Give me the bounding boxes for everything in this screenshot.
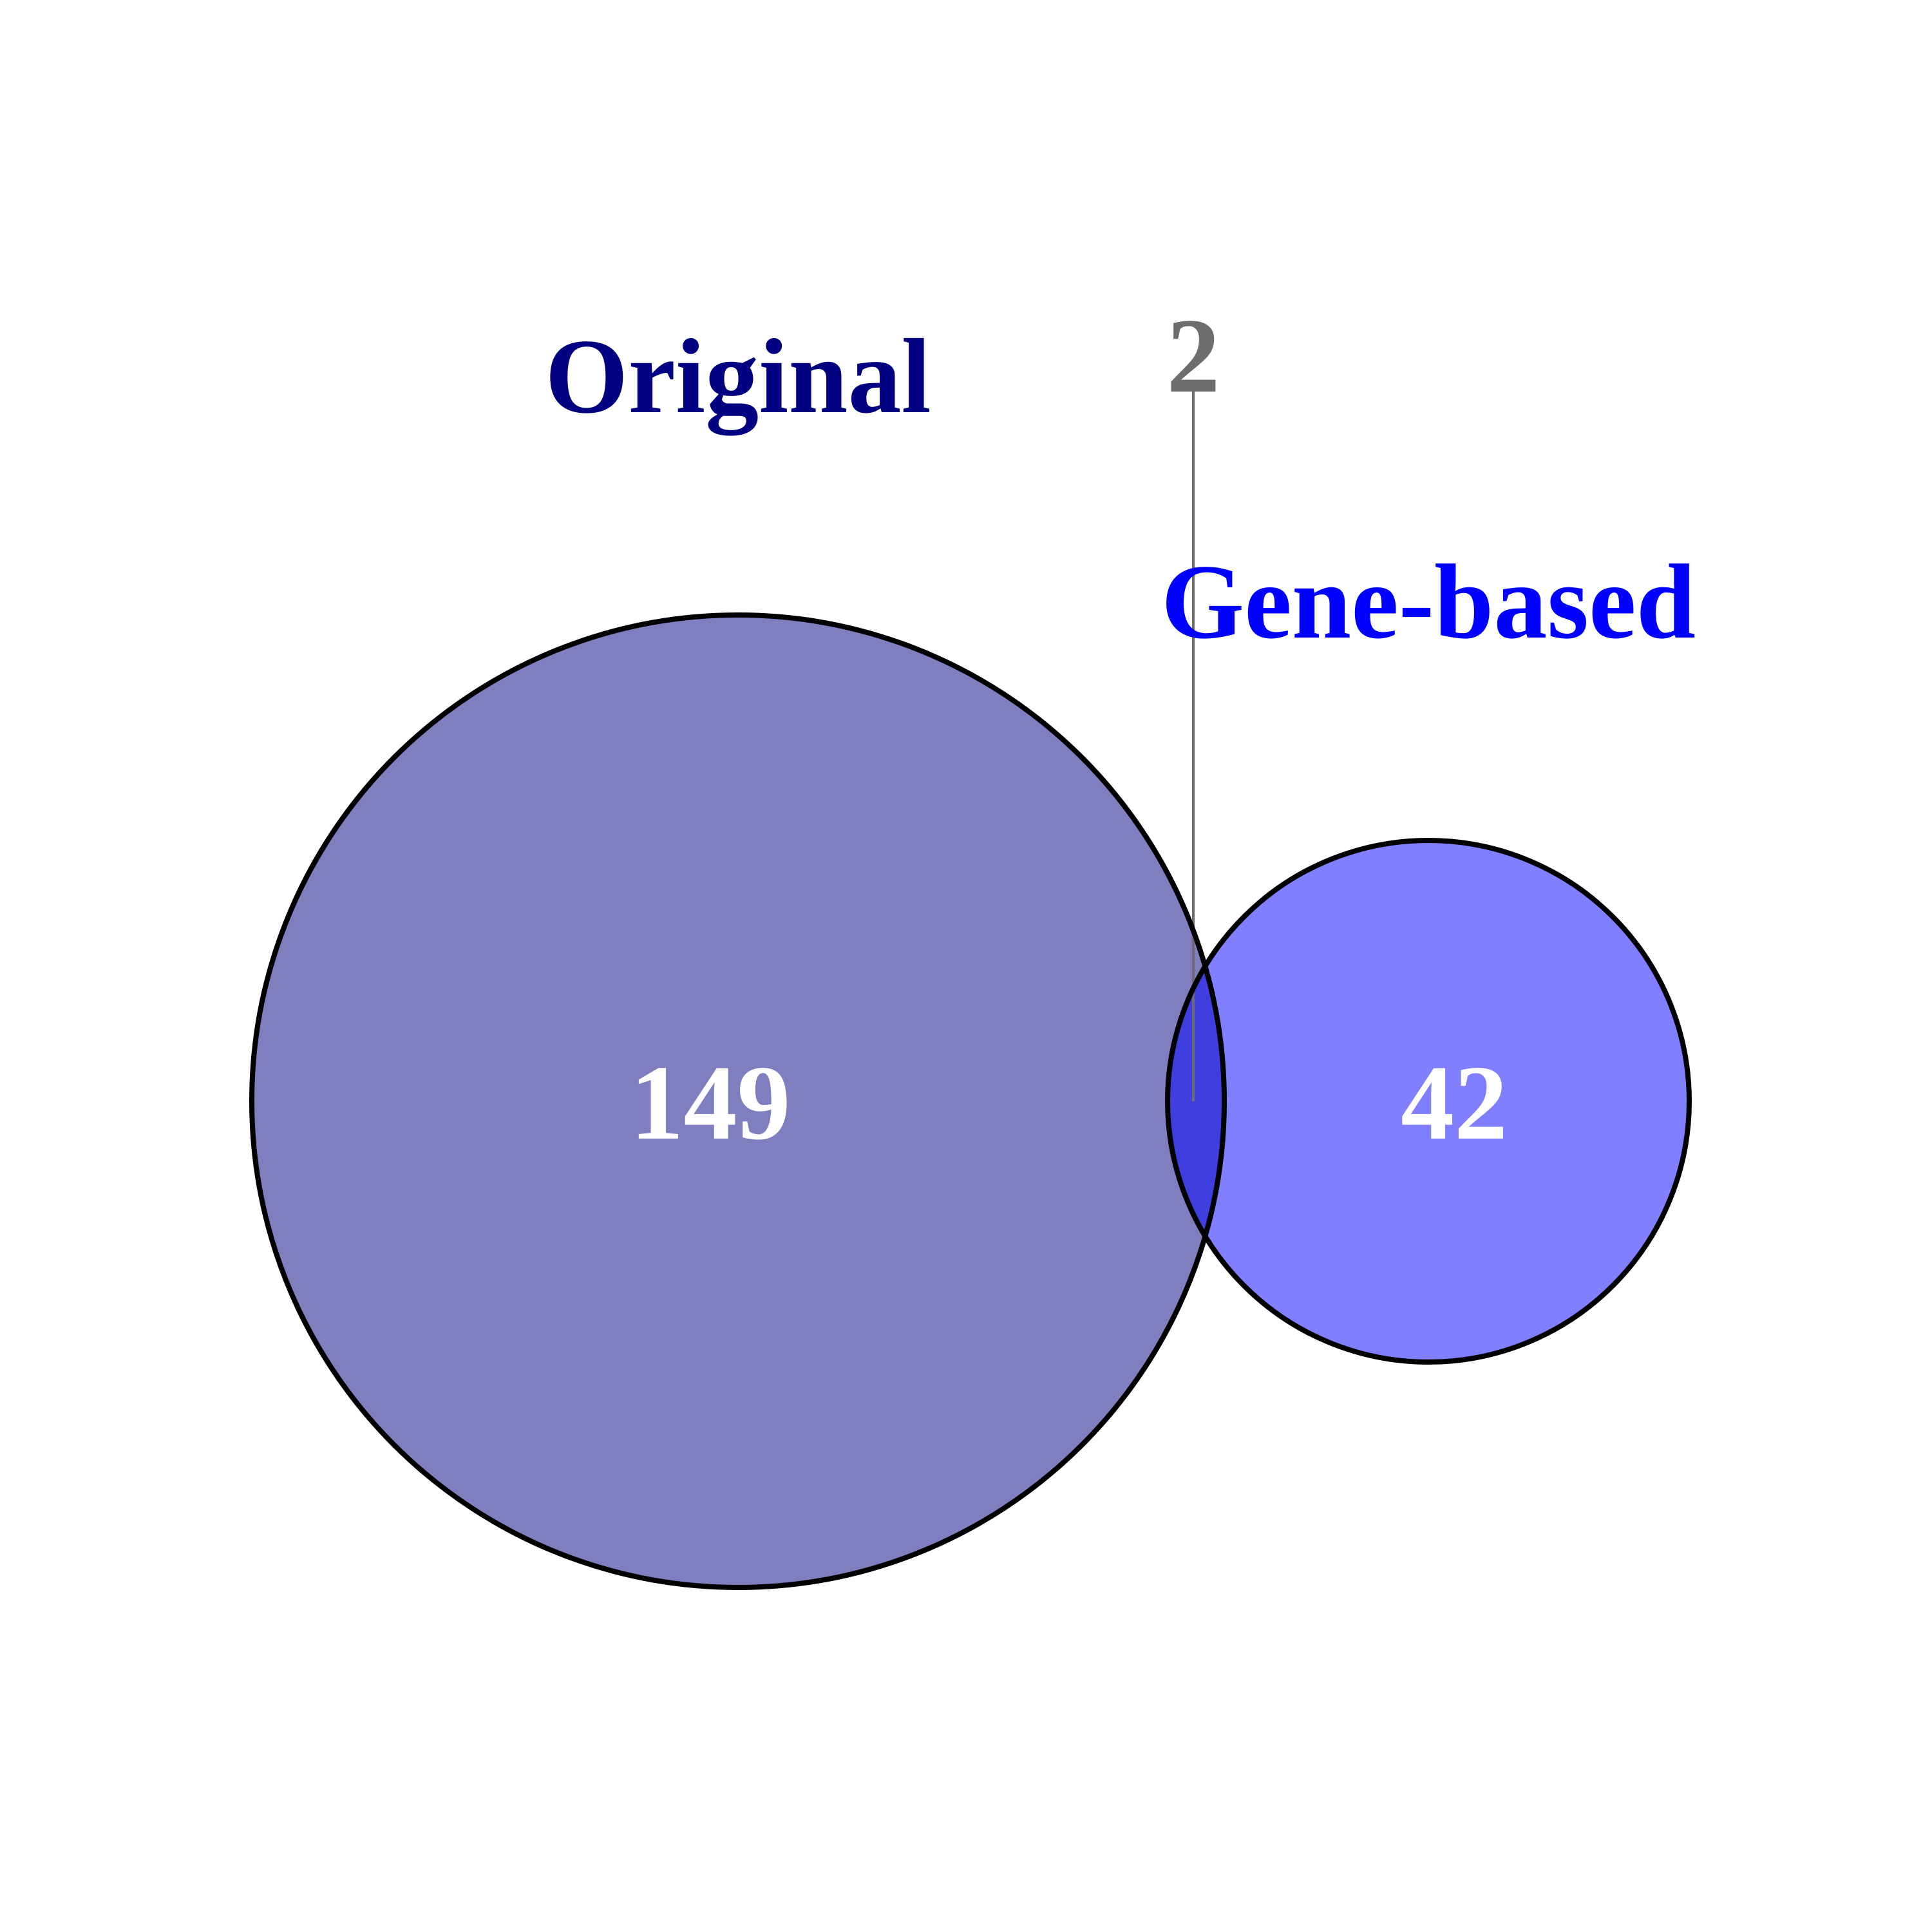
count-gene-based-only: 42 xyxy=(1401,1043,1508,1162)
set-outline-original xyxy=(249,612,1227,1590)
count-intersection: 2 xyxy=(1167,296,1220,415)
set-circle-original xyxy=(252,615,1224,1587)
set-circle-gene-based xyxy=(1168,840,1689,1362)
set-label-original: Original xyxy=(545,317,931,436)
set-label-gene-based: Gene-based xyxy=(1161,542,1696,661)
count-original-only: 149 xyxy=(630,1043,791,1162)
set-outline-gene-based xyxy=(1165,838,1692,1365)
